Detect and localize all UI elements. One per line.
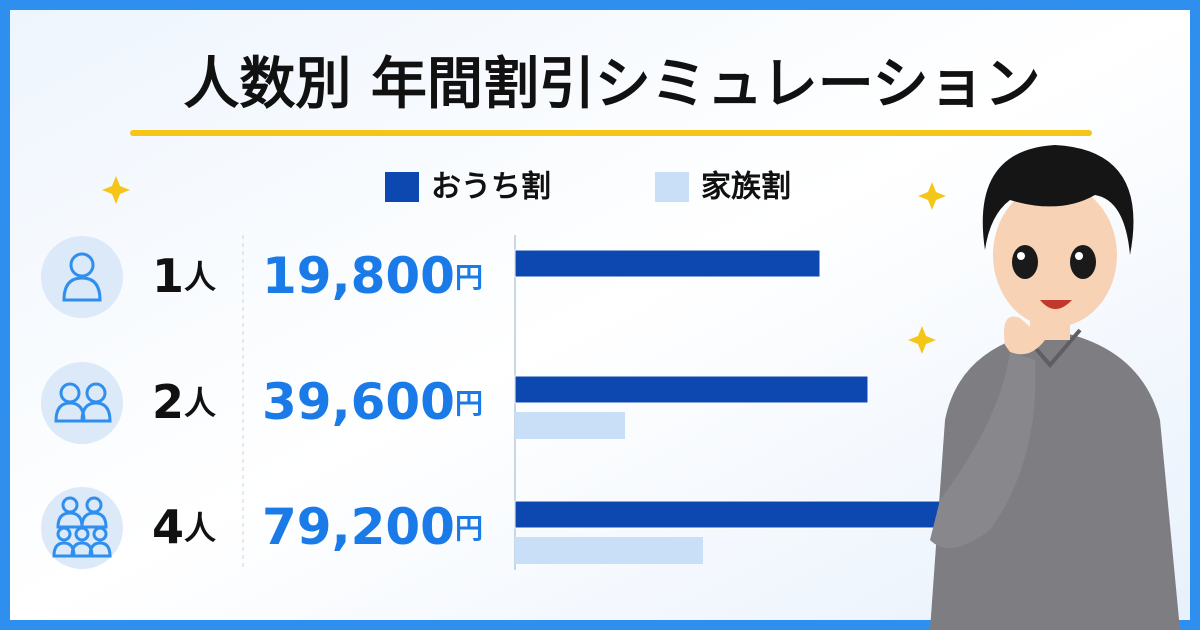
label-main: 19,800 [262, 247, 455, 305]
legend-swatch [385, 172, 419, 202]
bar [514, 375, 869, 404]
sparkles [102, 176, 946, 354]
label-unit: 人 [184, 258, 216, 296]
bar [515, 412, 625, 439]
title-underline [130, 130, 1092, 136]
label-unit: 円 [455, 512, 483, 545]
legend-label: 家族割 [701, 170, 791, 205]
category-label: 4人 [152, 500, 216, 554]
value-label: 39,600円 [262, 373, 483, 431]
label-main: 4 [152, 500, 184, 554]
label-unit: 円 [455, 261, 483, 294]
label-main: 2 [152, 375, 184, 429]
label-main: 79,200 [262, 498, 455, 556]
bar [514, 249, 821, 278]
label-unit: 人 [184, 509, 216, 547]
bar [514, 500, 984, 529]
bar [515, 537, 703, 564]
label-unit: 人 [184, 384, 216, 422]
category-label: 1人 [152, 249, 216, 303]
label-main: 1 [152, 249, 184, 303]
label-main: 39,600 [262, 373, 455, 431]
value-label: 79,200円 [262, 498, 483, 556]
chart-title: 人数別 年間割引シミュレーション [183, 52, 1040, 117]
legend-swatch [655, 172, 689, 202]
character [930, 145, 1180, 630]
people-icons [41, 236, 123, 569]
label-unit: 円 [455, 387, 483, 420]
legend-label: おうち割 [431, 170, 551, 205]
category-label: 2人 [152, 375, 216, 429]
value-label: 19,800円 [262, 247, 483, 305]
